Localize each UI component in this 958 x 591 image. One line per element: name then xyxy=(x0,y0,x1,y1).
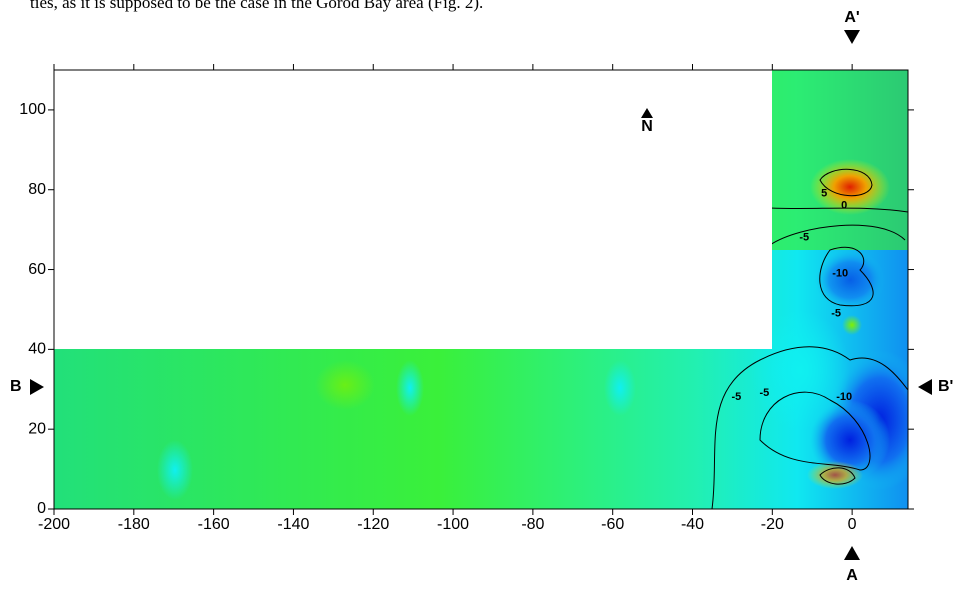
x-tick-label: -100 xyxy=(437,516,469,533)
y-tick-label: 80 xyxy=(28,181,46,198)
caption: ties, as it is supposed to be the case i… xyxy=(30,0,483,12)
y-tick-label: 100 xyxy=(19,101,46,118)
arrow xyxy=(918,379,932,395)
profile-label: A xyxy=(846,567,858,584)
x-tick-label: -60 xyxy=(601,516,624,533)
arrow xyxy=(844,546,860,560)
contour-label: -5 xyxy=(732,391,742,403)
north-label: N xyxy=(641,118,653,135)
arrow xyxy=(844,30,860,44)
y-tick-label: 60 xyxy=(28,261,46,278)
contour-label: 5 xyxy=(821,188,827,200)
x-tick-label: -140 xyxy=(277,516,309,533)
contour-label: 0 xyxy=(841,200,847,212)
y-tick-label: 40 xyxy=(28,341,46,358)
x-tick-label: -20 xyxy=(761,516,784,533)
x-tick-label: -200 xyxy=(38,516,70,533)
x-tick-label: -160 xyxy=(198,516,230,533)
x-tick-label: -180 xyxy=(118,516,150,533)
y-tick-label: 0 xyxy=(37,500,46,517)
profile-label: B' xyxy=(938,378,953,395)
x-tick-label: -40 xyxy=(681,516,704,533)
y-tick-label: 20 xyxy=(28,420,46,437)
contour-label: -5 xyxy=(759,387,769,399)
contour-label: -5 xyxy=(799,232,809,244)
contour-label: -10 xyxy=(832,267,848,279)
plot-frame xyxy=(53,69,909,510)
contour-label: -5 xyxy=(831,307,841,319)
profile-label: A' xyxy=(844,9,859,26)
contour-label: -10 xyxy=(836,391,852,403)
no-data-region xyxy=(54,70,772,349)
x-tick-label: 0 xyxy=(848,516,857,533)
profile-label: B xyxy=(10,378,22,395)
x-tick-label: -120 xyxy=(357,516,389,533)
arrow xyxy=(30,379,44,395)
north-arrow xyxy=(641,108,653,118)
x-tick-label: -80 xyxy=(521,516,544,533)
